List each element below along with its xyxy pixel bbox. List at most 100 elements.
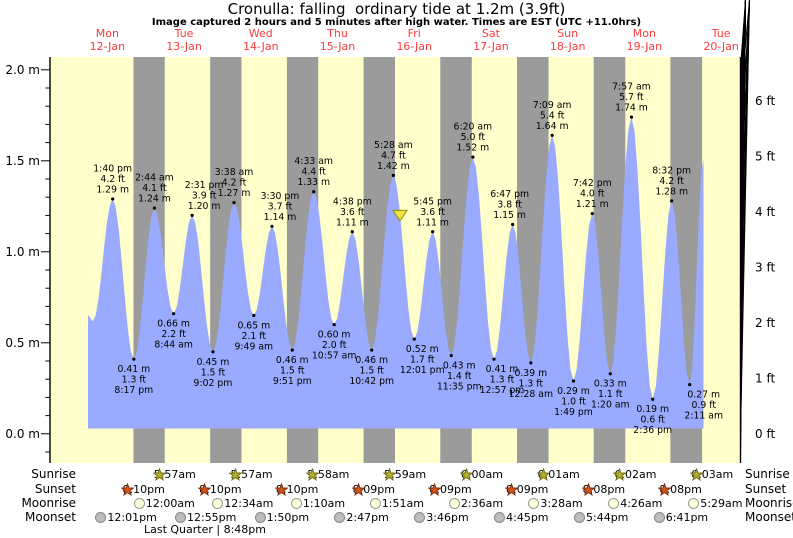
moonrise-time: 3:28am: [540, 497, 583, 510]
svg-text:12:28 am: 12:28 am: [509, 389, 554, 400]
low-tide-label: 0.29 m1.0 ft1:49 pm: [554, 386, 593, 418]
svg-text:0.33 m: 0.33 m: [594, 379, 627, 390]
high-tide-label: 6:47 pm3.8 ft1.15 m: [490, 189, 529, 221]
moonset-time: 5:44pm: [586, 511, 629, 524]
moonset-moon-icon: [414, 512, 426, 523]
day-name: Fri: [407, 27, 421, 40]
moonset-event: 4:45pm: [494, 511, 549, 524]
high-tide-dot: [232, 201, 236, 205]
left-axis-ticks: [41, 69, 50, 453]
high-tide-label: 4:38 pm3.6 ft1.11 m: [333, 196, 372, 228]
day-header-17-Jan: Sat 17-Jan: [452, 27, 530, 53]
moonrise-time: 4:26am: [620, 497, 663, 510]
svg-text:5:28 am: 5:28 am: [374, 140, 413, 151]
day-name: Tue: [174, 27, 194, 40]
star-icon-shape: [505, 483, 518, 496]
svg-text:3.7 ft: 3.7 ft: [268, 201, 293, 212]
sunset-time: 8:10pm: [275, 483, 319, 496]
svg-text:1.28 m: 1.28 m: [655, 186, 688, 197]
moonset-moon-icon: [174, 512, 186, 523]
sunset-event: 8:09pm: [505, 483, 548, 496]
low-tide-dot: [492, 357, 496, 361]
star-icon-shape: [121, 483, 135, 496]
high-tide-dot: [471, 155, 475, 159]
sunrise-event: 6:03am: [690, 468, 733, 481]
svg-text:10:42 pm: 10:42 pm: [349, 376, 394, 387]
sunset-event: 8:10pm: [121, 483, 165, 496]
right-axis-tick-label: 2 ft: [755, 316, 775, 330]
svg-text:4.0 ft: 4.0 ft: [580, 189, 605, 200]
high-tide-dot: [350, 230, 354, 234]
high-tide-dot: [670, 199, 674, 203]
svg-text:1.3 ft: 1.3 ft: [122, 375, 147, 386]
day-header-14-Jan: Wed 14-Jan: [222, 27, 300, 53]
day-date: 15-Jan: [319, 39, 356, 53]
moonset-time: 12:01pm: [107, 511, 157, 524]
star-icon-shape: [428, 483, 442, 496]
moonrise-moon-icon: [133, 498, 145, 509]
svg-text:9:51 pm: 9:51 pm: [273, 376, 312, 387]
sunrise-time: 6:02am: [614, 468, 657, 481]
moonrise-time: 1:51am: [381, 497, 424, 510]
high-tide-dot: [629, 115, 634, 119]
svg-text:1.7 ft: 1.7 ft: [410, 355, 435, 366]
sunrise-event: 5:58am: [306, 468, 349, 481]
left-axis-tick-label: 1.5 m: [5, 154, 40, 168]
moonset-moon-icon: [653, 512, 665, 523]
tide-curve-area: [88, 117, 704, 429]
sunrise-time: 6:00am: [460, 468, 503, 481]
svg-text:0.39 m: 0.39 m: [514, 368, 547, 379]
sunrise-time: 5:59am: [383, 468, 427, 481]
moonset-moon-icon: [494, 512, 506, 523]
sunset-time: 8:08pm: [582, 483, 626, 496]
svg-text:1.74 m: 1.74 m: [615, 103, 648, 114]
moonset-moon-icon: [254, 512, 266, 523]
svg-text:3.6 ft: 3.6 ft: [420, 207, 445, 218]
high-tide-label: 1:40 pm4.2 ft1.29 m: [93, 164, 132, 196]
sunset-time: 8:08pm: [659, 483, 702, 496]
low-tide-dot: [332, 323, 336, 327]
moonset-time: 12:55pm: [186, 511, 237, 524]
low-tide-label: 0.19 m0.6 ft2:36 pm: [633, 404, 672, 436]
right-axis-tick-label: 6 ft: [755, 94, 775, 108]
svg-text:6:20 am: 6:20 am: [454, 122, 493, 133]
moonset-event: 1:50pm: [254, 511, 309, 524]
star-icon-shape: [658, 483, 672, 496]
high-tide-label: 5:28 am4.7 ft1.42 m: [374, 140, 413, 172]
sunset-row-label-right: Sunset: [745, 482, 787, 496]
svg-text:1.24 m: 1.24 m: [138, 194, 171, 205]
svg-text:1.11 m: 1.11 m: [336, 217, 369, 228]
moonrise-event: 2:36am: [448, 497, 503, 510]
svg-text:4.4 ft: 4.4 ft: [301, 167, 326, 178]
moonrise-row-label-left: Moonrise: [21, 496, 76, 510]
sunset-event: 8:08pm: [658, 483, 702, 496]
svg-text:7:57 am: 7:57 am: [612, 82, 651, 93]
high-tide-dot: [270, 224, 274, 228]
day-date: 18-Jan: [549, 39, 586, 53]
star-icon-shape: [152, 468, 166, 481]
svg-text:0.65 m: 0.65 m: [237, 321, 270, 332]
moonrise-event: 3:28am: [528, 497, 583, 510]
right-axis-tick-label: 0 ft: [755, 427, 775, 441]
svg-text:1.33 m: 1.33 m: [297, 177, 330, 188]
sunrise-event: 6:01am: [536, 468, 580, 481]
star-icon-shape: [198, 483, 212, 496]
day-header-16-Jan: Fri 16-Jan: [375, 27, 453, 53]
svg-text:5.0 ft: 5.0 ft: [461, 132, 486, 143]
day-name: Wed: [248, 27, 273, 40]
moonrise-event: 12:00am: [133, 497, 195, 510]
star-icon-shape: [690, 468, 704, 481]
high-tide-label: 2:31 pm3.9 ft1.20 m: [185, 180, 224, 212]
moonset-event: 5:44pm: [574, 511, 628, 524]
moonset-time: 2:47pm: [346, 511, 389, 524]
moonrise-event: 1:51am: [369, 497, 424, 510]
low-tide-dot: [252, 313, 256, 318]
svg-text:0.46 m: 0.46 m: [276, 355, 309, 366]
moonset-event: 3:46pm: [414, 511, 469, 524]
high-tide-label: 3:30 pm3.7 ft1.14 m: [261, 191, 300, 223]
svg-text:0.27 m: 0.27 m: [687, 390, 720, 401]
